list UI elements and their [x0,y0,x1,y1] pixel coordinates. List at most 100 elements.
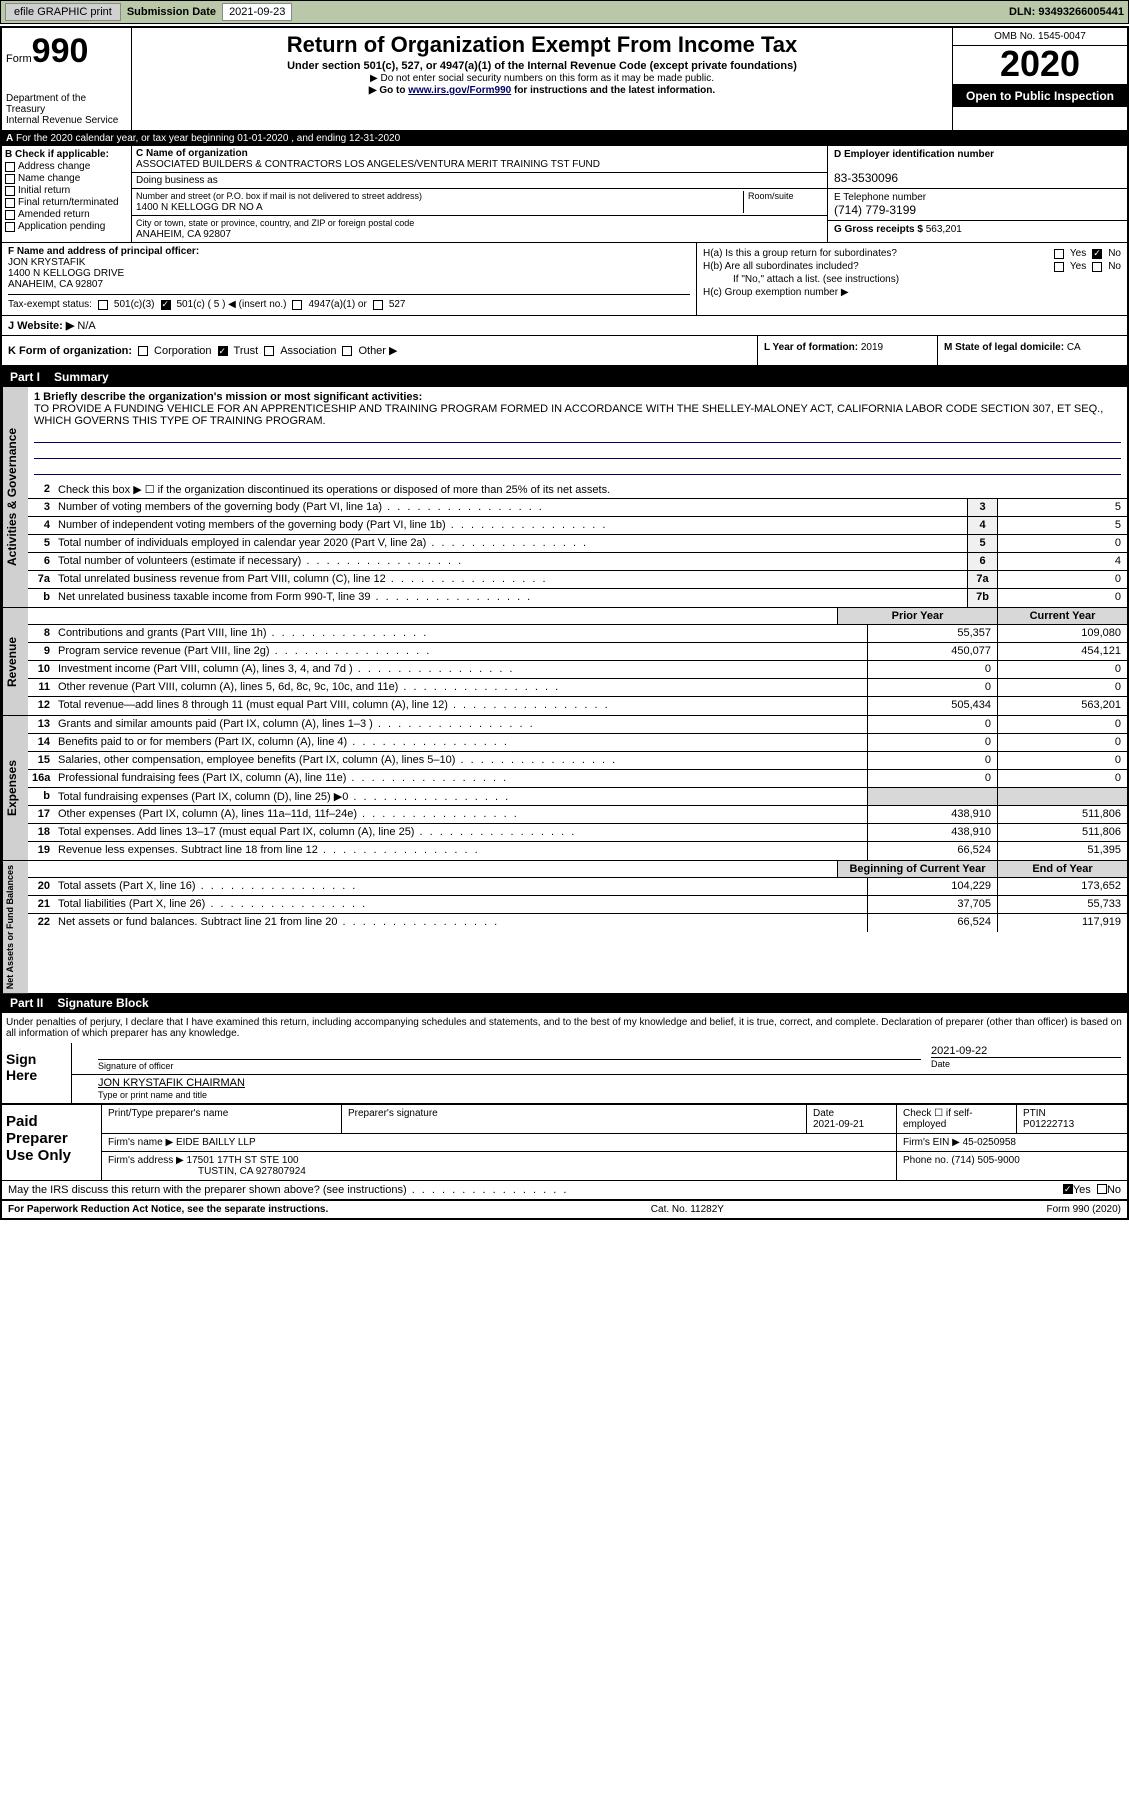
chk-discuss-yes[interactable] [1063,1184,1073,1194]
vlabel-expenses: Expenses [2,716,28,860]
table-row: 8Contributions and grants (Part VIII, li… [28,625,1127,643]
chk-ha-no[interactable] [1092,249,1102,259]
submission-label: Submission Date [127,6,216,18]
chk-ha-yes[interactable] [1054,249,1064,259]
officer-addr1: 1400 N KELLOGG DRIVE [8,268,124,279]
street-label: Number and street (or P.O. box if mail i… [136,191,422,201]
irs-link[interactable]: www.irs.gov/Form990 [408,85,511,96]
chk-4947[interactable] [292,300,302,310]
chk-final-return[interactable] [5,198,15,208]
chk-trust[interactable] [218,346,228,356]
section-a: A For the 2020 calendar year, or tax yea… [2,131,1127,146]
firm-ein: 45-0250958 [963,1137,1016,1148]
paid-preparer-block: Paid Preparer Use Only Print/Type prepar… [2,1104,1127,1180]
table-row: 12Total revenue—add lines 8 through 11 (… [28,697,1127,715]
chk-hb-no[interactable] [1092,262,1102,272]
chk-initial-return[interactable] [5,186,15,196]
table-row: 10Investment income (Part VIII, column (… [28,661,1127,679]
prep-date: 2021-09-21 [813,1119,864,1130]
subtitle-3: ▶ Go to www.irs.gov/Form990 for instruct… [136,85,948,96]
section-b: B Check if applicable: Address change Na… [2,146,132,242]
expenses-section: Expenses 13Grants and similar amounts pa… [2,715,1127,860]
signature-declaration: Under penalties of perjury, I declare th… [2,1013,1127,1043]
tax-year: 2020 [953,46,1127,85]
firm-name: EIDE BAILLY LLP [176,1137,256,1148]
part-2-header: Part IISignature Block [2,993,1127,1013]
vlabel-activities: Activities & Governance [2,387,28,607]
vlabel-revenue: Revenue [2,608,28,715]
section-m: M State of legal domicile: CA [937,336,1127,365]
table-row: 21Total liabilities (Part X, line 26)37,… [28,896,1127,914]
org-name: ASSOCIATED BUILDERS & CONTRACTORS LOS AN… [136,159,600,170]
form-ref: Form 990 (2020) [1047,1204,1121,1215]
table-row: 11Other revenue (Part VIII, column (A), … [28,679,1127,697]
table-row: 5Total number of individuals employed in… [28,535,1127,553]
website-label: J Website: ▶ [8,320,74,332]
chk-other[interactable] [342,346,352,356]
table-row: 15Salaries, other compensation, employee… [28,752,1127,770]
table-row: 3Number of voting members of the governi… [28,499,1127,517]
part-1-header: Part ISummary [2,367,1127,387]
table-row: 20Total assets (Part X, line 16)104,2291… [28,878,1127,896]
activities-governance: Activities & Governance 1 Briefly descri… [2,387,1127,607]
tax-exempt-label: Tax-exempt status: [8,299,92,310]
col-prior-year: Prior Year [837,608,997,624]
efile-badge: efile GRAPHIC print [5,3,121,21]
submission-date: 2021-09-23 [222,3,292,21]
dba-label: Doing business as [136,175,218,186]
section-k: K Form of organization: Corporation Trus… [2,338,757,363]
h-a-label: H(a) Is this a group return for subordin… [703,248,1048,259]
h-b-note: If "No," attach a list. (see instruction… [703,274,1121,285]
chk-corp[interactable] [138,346,148,356]
form-header: Form990 Department of the Treasury Inter… [2,28,1127,131]
dln: DLN: 93493266005441 [1009,6,1124,18]
chk-527[interactable] [373,300,383,310]
city-label: City or town, state or province, country… [136,218,414,228]
sig-date: 2021-09-22 [931,1045,987,1057]
col-current-year: Current Year [997,608,1127,624]
dept-treasury: Department of the Treasury Internal Reve… [6,93,127,126]
phone-label: E Telephone number [834,192,926,203]
open-to-public: Open to Public Inspection [953,85,1127,107]
chk-assoc[interactable] [264,346,274,356]
h-c-label: H(c) Group exemption number ▶ [703,287,849,298]
chk-amended[interactable] [5,210,15,220]
h-b-label: H(b) Are all subordinates included? [703,261,1048,272]
chk-pending[interactable] [5,222,15,232]
paperwork-notice: For Paperwork Reduction Act Notice, see … [8,1204,328,1215]
table-row: 9Program service revenue (Part VIII, lin… [28,643,1127,661]
subtitle-1: Under section 501(c), 527, or 4947(a)(1)… [136,60,948,72]
page-footer: For Paperwork Reduction Act Notice, see … [2,1200,1127,1218]
chk-discuss-no[interactable] [1097,1184,1107,1194]
ein-value: 83-3530096 [834,171,898,185]
table-row: 16aProfessional fundraising fees (Part I… [28,770,1127,788]
line-2: Check this box ▶ ☐ if the organization d… [54,481,1127,498]
chk-address-change[interactable] [5,162,15,172]
org-name-label: C Name of organization [136,148,248,159]
chk-name-change[interactable] [5,174,15,184]
chk-hb-yes[interactable] [1054,262,1064,272]
form-990: Form990 Department of the Treasury Inter… [0,26,1129,1220]
city-state-zip: ANAHEIM, CA 92807 [136,229,231,240]
discuss-line: May the IRS discuss this return with the… [2,1180,1127,1200]
section-f: F Name and address of principal officer:… [2,243,697,315]
section-f-h: F Name and address of principal officer:… [2,243,1127,316]
room-label: Room/suite [748,191,794,201]
chk-501c[interactable] [161,300,171,310]
table-row: 6Total number of volunteers (estimate if… [28,553,1127,571]
section-d-e-g: D Employer identification number83-35300… [827,146,1127,242]
officer-name-title: JON KRYSTAFIK CHAIRMAN [98,1077,245,1089]
top-bar: efile GRAPHIC print Submission Date 2021… [0,0,1129,24]
sign-here-block: Sign Here Signature of officer2021-09-22… [2,1043,1127,1104]
section-c: C Name of organizationASSOCIATED BUILDER… [132,146,827,242]
paid-preparer-label: Paid Preparer Use Only [2,1105,102,1180]
table-row: 13Grants and similar amounts paid (Part … [28,716,1127,734]
self-employed-check: Check ☐ if self-employed [897,1105,1017,1133]
table-row: 22Net assets or fund balances. Subtract … [28,914,1127,932]
chk-501c3[interactable] [98,300,108,310]
vlabel-net-assets: Net Assets or Fund Balances [2,861,28,993]
firm-phone: (714) 505-9000 [951,1155,1019,1166]
gross-receipts-label: G Gross receipts $ [834,224,923,235]
section-k-l-m: K Form of organization: Corporation Trus… [2,336,1127,367]
table-row: 14Benefits paid to or for members (Part … [28,734,1127,752]
